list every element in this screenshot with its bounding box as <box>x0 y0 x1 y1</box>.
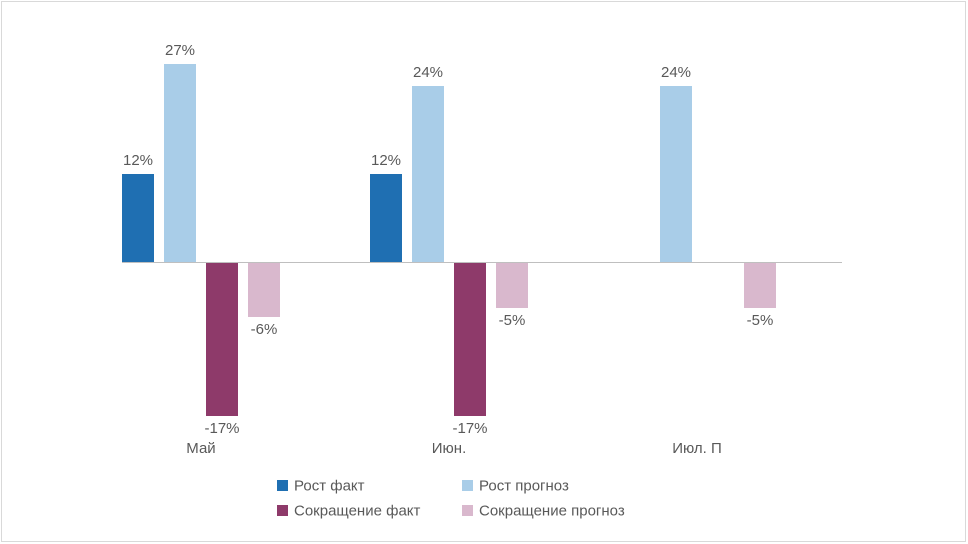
bar-label: -17% <box>440 420 500 437</box>
legend-item-shrink_fact: Сокращение факт <box>277 502 420 520</box>
bar-shrink_fcst <box>744 263 776 308</box>
bar-growth_fact <box>370 174 402 262</box>
legend-item-growth_fcst: Рост прогноз <box>462 477 569 495</box>
bar-label: 12% <box>356 152 416 169</box>
bar-growth_fact <box>122 174 154 262</box>
bar-label: -5% <box>482 312 542 329</box>
bar-growth_fcst <box>660 86 692 262</box>
legend-item-shrink_fcst: Сокращение прогноз <box>462 502 625 520</box>
bar-shrink_fact <box>206 263 238 416</box>
legend-swatch <box>277 480 288 491</box>
legend-label: Сокращение прогноз <box>479 502 625 519</box>
legend-swatch <box>462 505 473 516</box>
bar-label: -6% <box>234 321 294 338</box>
legend-swatch <box>277 505 288 516</box>
bar-label: -5% <box>730 312 790 329</box>
bar-label: 27% <box>150 42 210 59</box>
legend-item-growth_fact: Рост факт <box>277 477 365 495</box>
legend-label: Сокращение факт <box>294 502 420 519</box>
bar-shrink_fcst <box>248 263 280 317</box>
category-label: Июл. П <box>618 440 776 457</box>
category-label: Май <box>122 440 280 457</box>
bar-label: 12% <box>108 152 168 169</box>
plot-area: 12%27%-17%-6%12%24%-17%-5%24%-5%МайИюн.И… <box>122 42 842 442</box>
chart-frame: 12% 27% -17% -6% 12% 24% -17% -5% 24% -5% Май Июн. И… <box>1 1 966 542</box>
legend-label: Рост факт <box>294 477 365 494</box>
bar-growth_fcst <box>164 64 196 262</box>
bar-label: -17% <box>192 420 252 437</box>
bar-shrink_fact <box>454 263 486 416</box>
bar-label: 24% <box>398 64 458 81</box>
bar-growth_fcst <box>412 86 444 262</box>
bar-label: 24% <box>646 64 706 81</box>
category-label: Июн. <box>370 440 528 457</box>
bar-shrink_fcst <box>496 263 528 308</box>
legend-label: Рост прогноз <box>479 477 569 494</box>
legend-swatch <box>462 480 473 491</box>
